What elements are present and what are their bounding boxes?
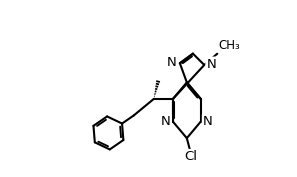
Text: Cl: Cl	[185, 150, 198, 163]
Text: N: N	[206, 58, 216, 71]
Text: CH₃: CH₃	[218, 39, 240, 52]
Text: N: N	[203, 115, 213, 128]
Text: N: N	[167, 56, 177, 69]
Text: N: N	[161, 115, 171, 128]
